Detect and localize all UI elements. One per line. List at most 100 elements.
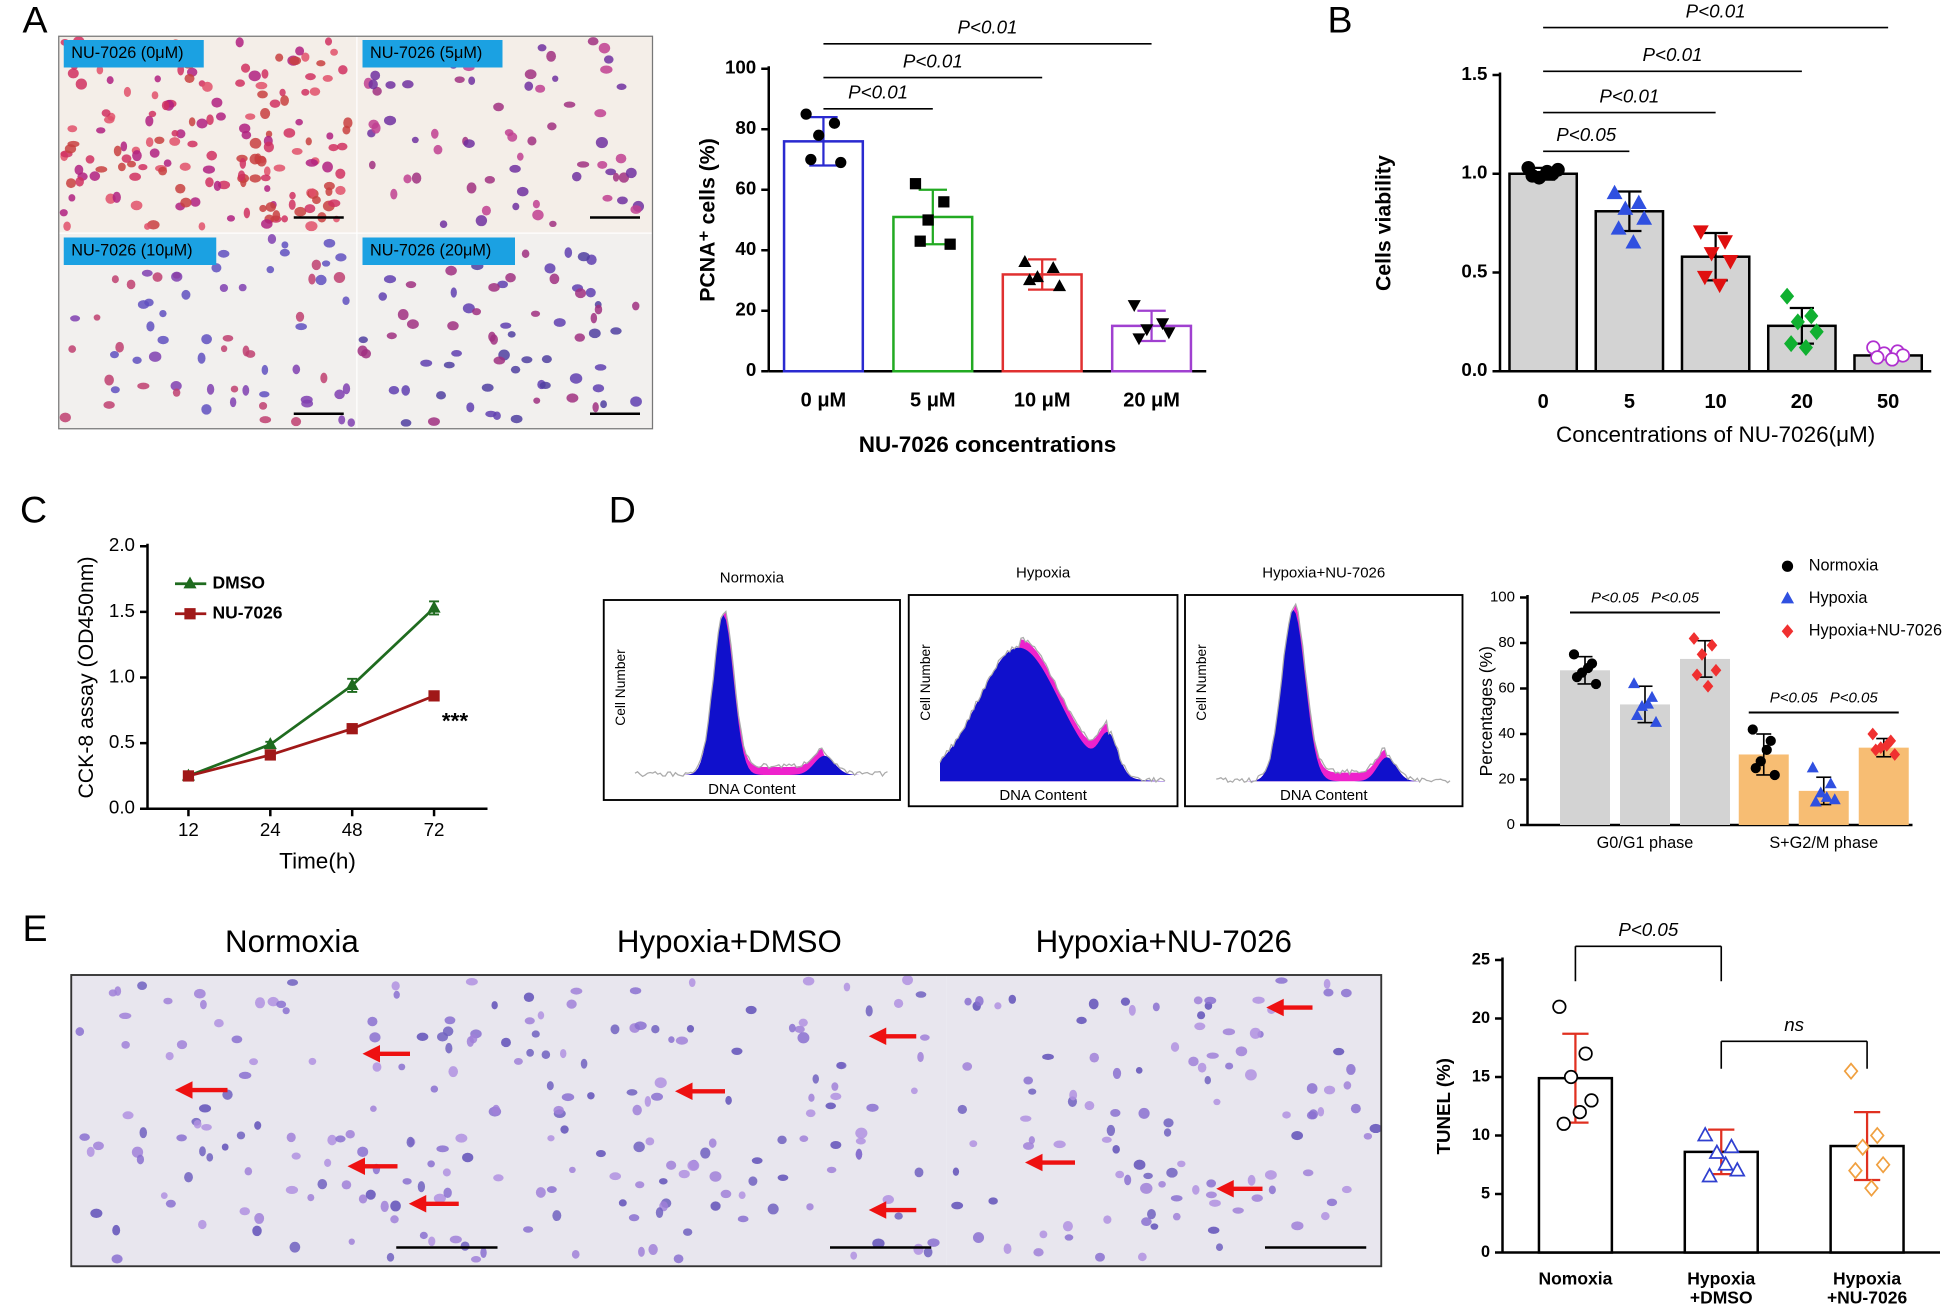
panel-label: D — [609, 488, 636, 530]
cell — [522, 1226, 534, 1233]
cell — [737, 1215, 749, 1223]
x-tick-label: 20 — [1791, 391, 1813, 413]
cell — [673, 1254, 684, 1264]
cell — [214, 1019, 224, 1028]
cell — [825, 1102, 837, 1110]
cell — [67, 68, 79, 79]
cell — [295, 311, 305, 322]
cell — [612, 172, 620, 182]
cell — [524, 81, 534, 91]
cell — [1225, 1062, 1234, 1070]
cell — [1084, 1101, 1095, 1111]
cell — [552, 1210, 562, 1222]
cell — [1124, 1174, 1132, 1186]
cell — [328, 143, 339, 152]
cell — [439, 220, 448, 228]
legend-label: Normoxia — [1809, 557, 1879, 575]
cell — [1194, 1022, 1206, 1031]
significance-label: P<0.05 — [1770, 690, 1819, 707]
x-tick-label: Hypoxia — [1687, 1269, 1755, 1289]
cell — [491, 1001, 498, 1010]
point — [1590, 678, 1602, 690]
cell — [805, 1109, 816, 1118]
significance-label: P<0.05 — [1651, 590, 1700, 607]
cell — [535, 1187, 546, 1198]
cell — [289, 191, 296, 200]
point — [1571, 672, 1583, 683]
cell — [777, 1135, 787, 1145]
cell — [994, 1002, 1002, 1010]
cell — [535, 84, 546, 93]
point — [263, 737, 277, 750]
cell — [549, 273, 560, 285]
cell — [1275, 977, 1288, 984]
panel-label: B — [1328, 0, 1353, 40]
cell — [368, 79, 378, 90]
point — [1636, 210, 1653, 225]
cell — [1064, 1234, 1074, 1241]
cell — [405, 281, 417, 289]
significance-label: P<0.01 — [1643, 44, 1703, 65]
cell — [1343, 1081, 1352, 1090]
cell — [546, 1186, 557, 1194]
cell — [241, 130, 252, 140]
cell — [1247, 1174, 1256, 1186]
micrograph — [71, 975, 513, 1267]
x-tick-label: G0/G1 phase — [1597, 834, 1694, 852]
cell — [311, 259, 322, 271]
cell — [972, 1232, 985, 1244]
x-tick-label: Hypoxia — [1833, 1269, 1901, 1289]
cell — [165, 1199, 176, 1208]
cell — [678, 1169, 690, 1179]
point — [1710, 663, 1722, 677]
cell — [390, 1215, 399, 1224]
cell — [1106, 1124, 1116, 1137]
cell — [272, 210, 281, 222]
cell — [850, 1251, 858, 1260]
cell — [806, 1203, 814, 1211]
point — [1688, 632, 1700, 645]
cell — [252, 1225, 262, 1237]
cell — [1323, 1085, 1336, 1095]
point — [1706, 638, 1718, 652]
cell — [585, 287, 596, 298]
cell — [175, 183, 186, 194]
cell — [969, 1140, 978, 1148]
cell — [1152, 1002, 1160, 1012]
point — [182, 770, 195, 782]
cell — [455, 1133, 468, 1143]
cell — [748, 1176, 758, 1186]
cell — [590, 312, 598, 324]
cell — [1206, 1179, 1217, 1188]
cell — [120, 141, 128, 152]
cell — [767, 1203, 779, 1215]
cell — [427, 417, 440, 426]
cell — [509, 164, 521, 173]
arrow-head — [675, 1082, 693, 1100]
cell — [1204, 996, 1217, 1005]
flow-x-label: DNA Content — [708, 781, 796, 798]
cell — [1141, 1217, 1152, 1226]
cell — [466, 182, 477, 194]
cell — [448, 1066, 458, 1078]
cell — [221, 1143, 229, 1151]
y-tick-label: 1.0 — [1461, 162, 1487, 183]
point — [1711, 278, 1728, 294]
cell — [144, 223, 151, 230]
cell — [855, 1149, 863, 1159]
cell — [731, 1047, 743, 1055]
bar — [782, 140, 865, 373]
cell — [616, 83, 627, 90]
cell — [592, 402, 599, 413]
cell — [507, 132, 518, 142]
cell — [1341, 1185, 1352, 1194]
cell — [217, 249, 230, 258]
cell — [254, 1121, 262, 1130]
cell — [75, 1027, 85, 1036]
cell — [305, 221, 318, 232]
panel-label: E — [23, 907, 48, 949]
arrow-head — [868, 1201, 887, 1219]
cell — [59, 412, 71, 423]
point — [1723, 1137, 1740, 1154]
annotation: *** — [442, 708, 469, 733]
